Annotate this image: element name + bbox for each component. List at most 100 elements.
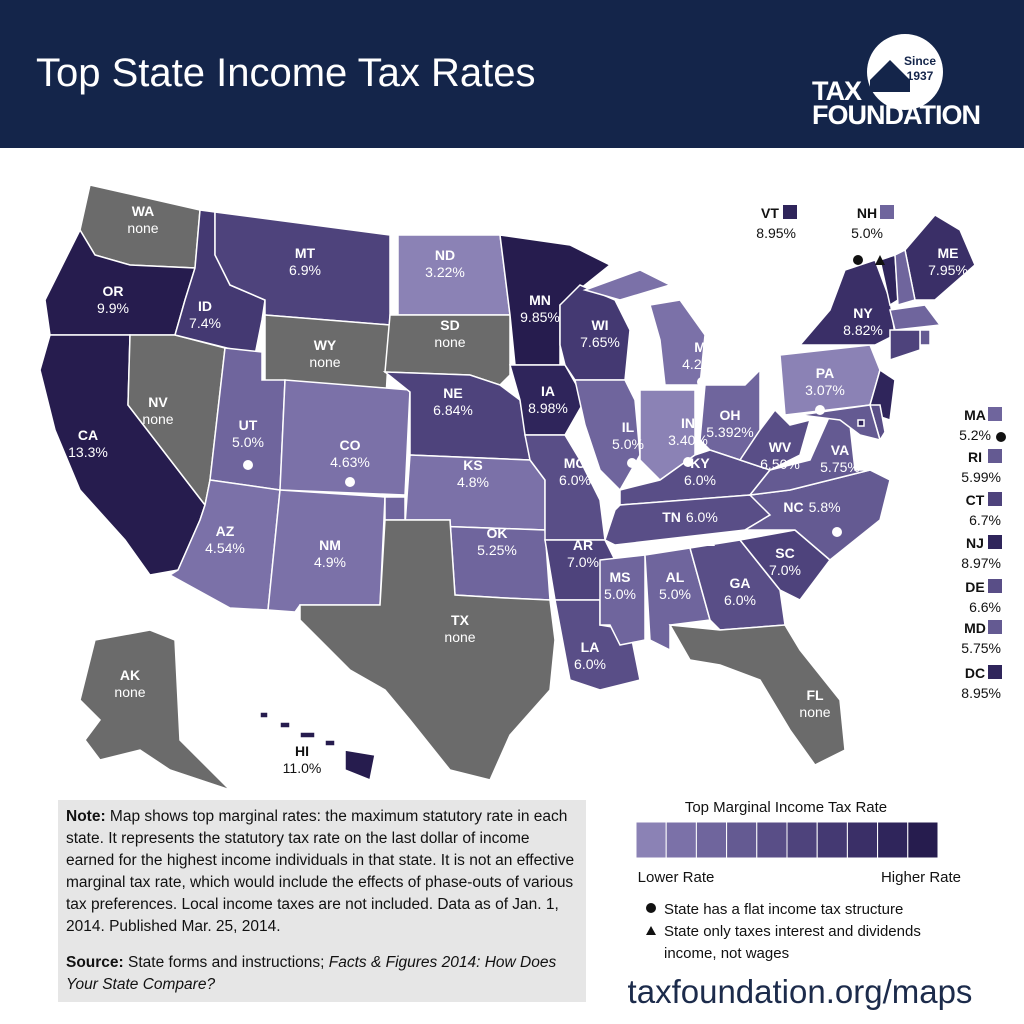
state-abbr: DC (965, 665, 985, 681)
state-abbr: DE (965, 579, 984, 595)
logo-year: 1937 (907, 69, 934, 83)
state-shape (344, 749, 376, 782)
state-shape (299, 731, 316, 739)
state-rate: 8.97% (961, 555, 1001, 571)
state-rate: 6.50% (760, 456, 800, 472)
state-rate: 3.40% (668, 432, 708, 448)
state-rate: 7.0% (769, 562, 801, 578)
state-abbr: WI (591, 317, 608, 333)
state-abbr: PA (816, 365, 834, 381)
legend-swatch (786, 821, 818, 859)
state-swatch (988, 579, 1002, 593)
legend-flat: State has a flat income tax structure (664, 901, 903, 918)
flat-marker (683, 457, 693, 467)
flat-marker (345, 477, 355, 487)
legend-swatch (816, 821, 848, 859)
state-shape (857, 419, 865, 427)
title: Top State Income Tax Rates (36, 51, 536, 95)
state-shape (738, 408, 812, 471)
state-rate: 5.75% (820, 459, 860, 475)
state-rate: none (127, 220, 158, 236)
state-rate: 5.25% (477, 542, 517, 558)
state-abbr: NE (443, 385, 462, 401)
state-abbr: TN (662, 509, 681, 525)
state-rate: 6.6% (969, 599, 1001, 615)
state-abbr: MS (610, 569, 631, 585)
state-rate: 13.3% (68, 444, 108, 460)
state-abbr: NH (857, 205, 877, 221)
state-label: NC 5.8% (783, 499, 840, 515)
state-rate: 7.65% (580, 334, 620, 350)
state-abbr: CO (340, 437, 361, 453)
state-shape (919, 329, 931, 346)
legend-title: Top Marginal Income Tax Rate (685, 799, 887, 816)
legend-swatch (756, 821, 788, 859)
state-abbr: HI (295, 743, 309, 759)
state-shape (668, 624, 846, 766)
state-shape (259, 711, 269, 719)
state-rate: none (114, 684, 145, 700)
source-text: State forms and instructions; (123, 954, 329, 971)
state-shape (279, 721, 291, 729)
state-shape (889, 304, 942, 331)
state-rate: none (142, 411, 173, 427)
state-abbr: SC (775, 545, 794, 561)
state-abbr: OK (487, 525, 508, 541)
state-swatch (988, 535, 1002, 549)
state-abbr: VT (761, 205, 779, 221)
state-abbr: CT (966, 492, 985, 508)
state-abbr: FL (806, 687, 824, 703)
state-abbr: UT (239, 417, 258, 433)
state-rate: 7.0% (567, 554, 599, 570)
state-abbr: NV (148, 394, 168, 410)
state-rate: 8.95% (756, 225, 796, 241)
legend-swatch (665, 821, 697, 859)
state-swatch (783, 205, 797, 219)
state-shape (574, 379, 641, 492)
state-labels: WAnoneOR9.9%CA13.3%NVnoneID7.4%MT6.9%WYn… (68, 203, 1006, 776)
state-abbr: MT (295, 245, 316, 261)
state-abbr: CA (78, 427, 98, 443)
state-abbr: ID (198, 298, 212, 314)
state-swatch (988, 449, 1002, 463)
states (39, 184, 976, 791)
legend-swatch (877, 821, 909, 859)
state-shape (738, 529, 832, 601)
legend: Top Marginal Income Tax Rate Lower Rate … (635, 799, 961, 962)
state-rate: 6.0% (686, 509, 718, 525)
state-abbr: WY (314, 337, 337, 353)
state-rate: 5.2% (959, 427, 991, 443)
flat-symbol (646, 903, 656, 913)
logo-since: Since (904, 54, 936, 68)
flat-marker (683, 536, 693, 546)
state-abbr: IL (622, 419, 635, 435)
state-rate: 8.82% (843, 322, 883, 338)
state-rate: 4.54% (205, 540, 245, 556)
state-swatch (988, 620, 1002, 634)
state-abbr: TX (451, 612, 470, 628)
state-rate: 5.0% (612, 436, 644, 452)
state-rate: 4.25% (682, 356, 722, 372)
flat-marker (853, 255, 863, 265)
note: Note: Map shows top marginal rates: the … (66, 806, 578, 938)
note-text: Map shows top marginal rates: the maximu… (66, 808, 575, 935)
state-swatch (880, 205, 894, 219)
state-rate: 4.63% (330, 454, 370, 470)
flat-marker (697, 377, 707, 387)
state-rate: 8.95% (961, 685, 1001, 701)
interest-marker (705, 536, 715, 546)
legend-swatch (635, 821, 667, 859)
state-label: TN 6.0% (662, 509, 718, 525)
state-shape (79, 629, 231, 791)
state-abbr: LA (581, 639, 600, 655)
state-shape (889, 329, 921, 362)
state-rate: 6.7% (969, 512, 1001, 528)
note-box: Note: Map shows top marginal rates: the … (58, 800, 586, 1002)
state-rate: 9.85% (520, 309, 560, 325)
state-rate: 5.0% (232, 434, 264, 450)
state-shape (894, 248, 916, 306)
state-abbr: SD (440, 317, 459, 333)
state-abbr: RI (968, 449, 982, 465)
state-abbr: AZ (216, 523, 235, 539)
